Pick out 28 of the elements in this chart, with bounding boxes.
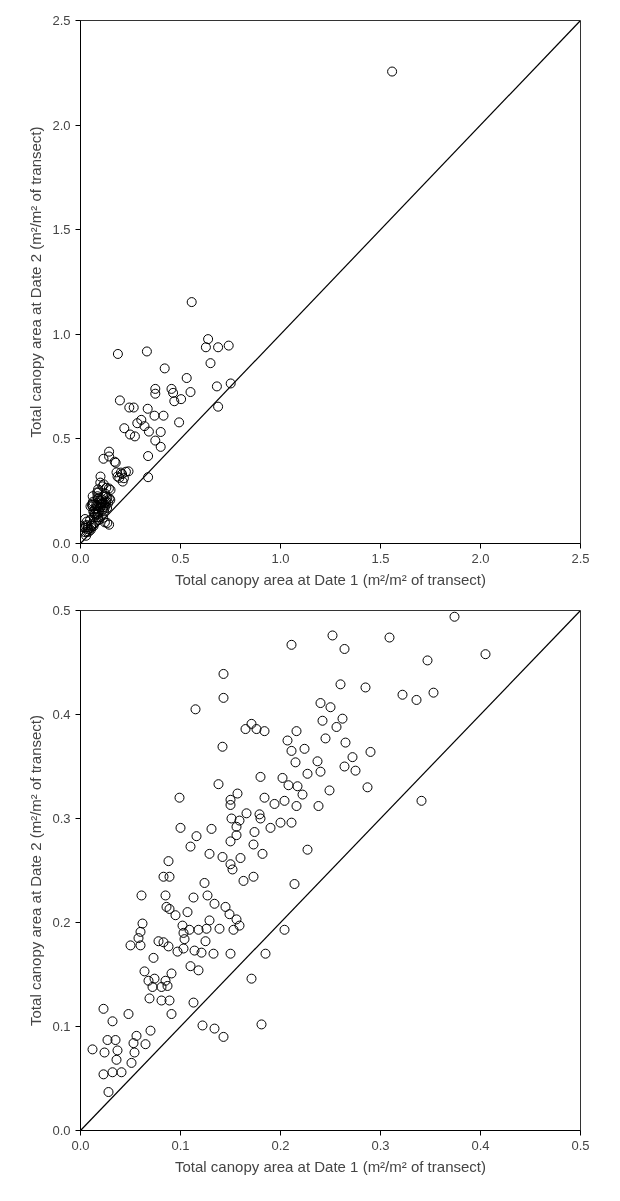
y-tick-label: 2.5 [52,13,71,28]
y-tick-label: 0.5 [52,431,71,447]
y-tick-label: 0.5 [52,603,71,618]
y-tick-label: 0.4 [52,707,71,722]
x-axis-title: Total canopy area at Date 1 (m²/m² of transect) [175,1157,486,1175]
x-tick-label: 0.0 [71,550,90,566]
x-tick-label: 0.1 [171,1137,190,1153]
x-tick-label: 0.5 [171,550,190,566]
y-tick-label: 0.0 [52,1123,71,1138]
x-tick-label: 0.4 [471,1137,490,1153]
x-tick-label: 0.3 [371,1137,390,1153]
y-tick-label: 2.0 [52,117,71,133]
y-tick-label: 0.0 [52,536,71,551]
x-tick-label: 0.5 [571,1137,590,1153]
y-tick-label: 0.2 [52,915,71,930]
x-axis-title: Total canopy area at Date 1 (m²/m² of transect) [175,570,486,588]
x-tick-label: 0.0 [71,1137,90,1153]
y-axis-title: Total canopy area at Date 2 (m²/m² of transect) [27,126,45,438]
y-axis-title: Total canopy area at Date 2 (m²/m² of transect) [27,715,45,1026]
x-tick-label: 1.5 [371,550,390,566]
y-tick-label: 0.1 [52,1019,71,1034]
x-tick-label: 2.5 [571,550,590,566]
y-tick-label: 1.0 [52,326,71,342]
x-tick-label: 0.2 [271,1137,290,1153]
y-tick-label: 0.3 [52,811,71,826]
y-tick-label: 1.5 [52,222,71,238]
x-tick-label: 1.0 [271,550,290,566]
x-tick-label: 2.0 [471,550,490,566]
